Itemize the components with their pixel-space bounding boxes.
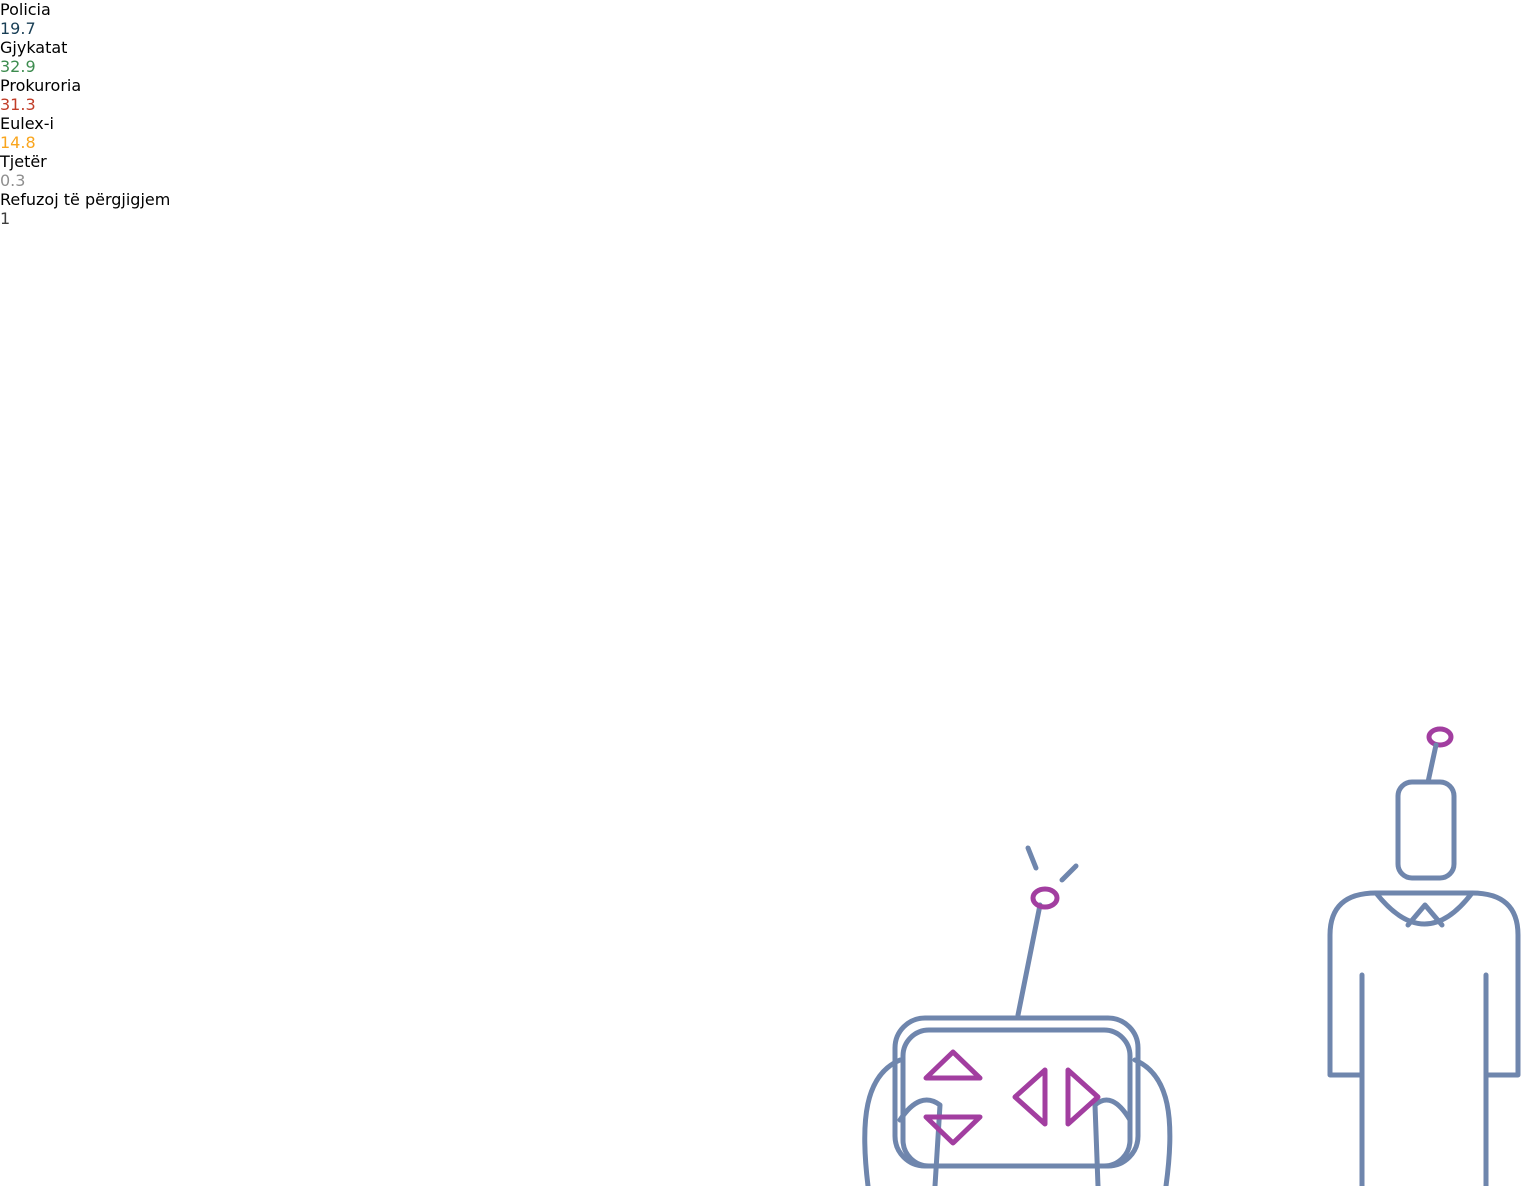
- value-label: 32.9: [0, 57, 36, 76]
- value-label: 31.3: [0, 95, 36, 114]
- value-label: 0.3: [0, 171, 26, 190]
- value-label: 1: [0, 209, 11, 228]
- category-label: Gjykatat: [0, 38, 68, 57]
- category-label: Policia: [0, 0, 51, 19]
- category-label: Eulex-i: [0, 114, 54, 133]
- category-label: Prokuroria: [0, 76, 82, 95]
- value-label: 14.8: [0, 133, 36, 152]
- chart: Policia 19.7 Gjykatat 32.9 Prokuroria 31.3 Eul…: [0, 0, 1522, 228]
- category-label: Tjetër: [0, 152, 47, 171]
- category-label: Refuzoj të përgjigjem: [0, 190, 171, 209]
- value-label: 19.7: [0, 19, 36, 38]
